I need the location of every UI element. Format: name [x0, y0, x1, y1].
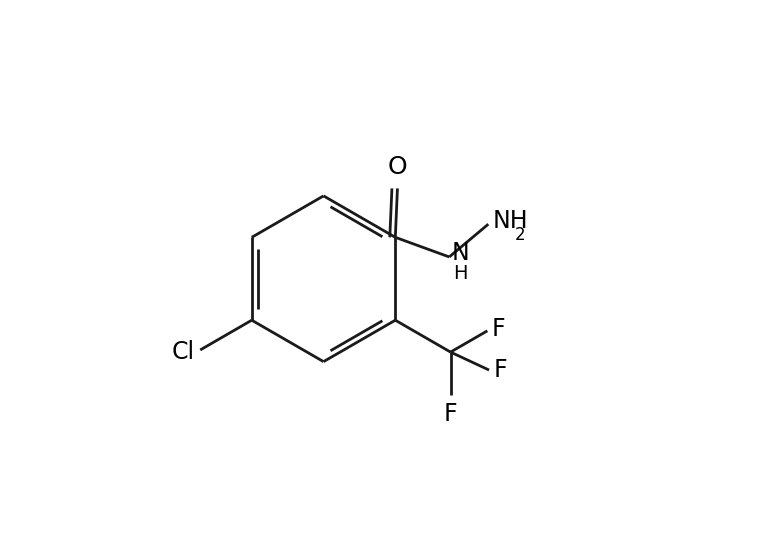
Text: NH: NH	[493, 209, 528, 233]
Text: F: F	[494, 358, 507, 382]
Text: F: F	[444, 402, 458, 426]
Text: Cl: Cl	[172, 340, 195, 364]
Text: N: N	[452, 241, 469, 265]
Text: O: O	[387, 155, 407, 179]
Text: F: F	[491, 317, 505, 341]
Text: H: H	[454, 264, 468, 283]
Text: 2: 2	[515, 226, 526, 245]
